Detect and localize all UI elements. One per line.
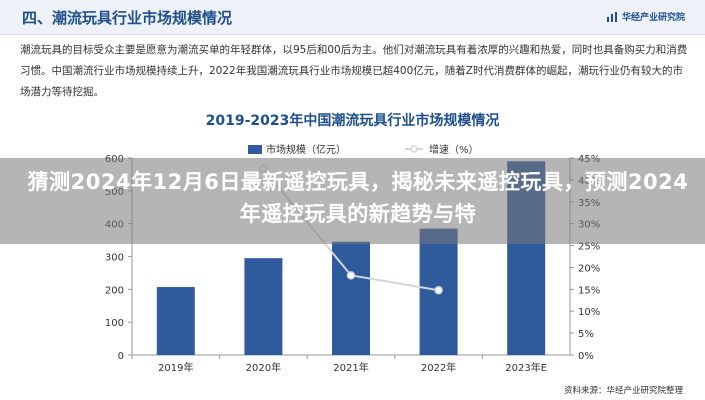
y-right-tick-label: 20% (578, 263, 600, 274)
brand-name: 华经产业研究院 (621, 13, 685, 23)
y-left-tick-label: 200 (105, 285, 124, 296)
y-right-tick-label: 0% (578, 351, 594, 362)
section-header: 四、潮流玩具行业市场规模情况 华经产业研究院 (0, 0, 705, 35)
legend-marker-line (410, 145, 418, 153)
y-right-tick-label: 5% (578, 329, 594, 340)
bar-0 (156, 287, 195, 355)
x-tick-label: 2022年 (421, 361, 456, 374)
legend-label-bar: 市场规模（亿元） (266, 143, 346, 156)
brand-icon (606, 11, 617, 22)
x-tick-label: 2020年 (246, 361, 281, 374)
y-right-tick-label: 25% (578, 242, 600, 253)
y-left-tick-label: 0 (118, 351, 124, 362)
headline-text: 猜测2024年12月6日最新遥控玩具，揭秘未来遥控玩具，预测2024年遥控玩具的… (27, 170, 689, 226)
bar-1 (244, 258, 283, 355)
growth-point-3 (434, 285, 443, 295)
y-left-tick-label: 100 (105, 318, 124, 329)
y-right-tick-label: 15% (578, 285, 600, 296)
brand-logo: 华经产业研究院 (606, 10, 685, 23)
headline-banner (0, 158, 705, 244)
legend-label-line: 增速（%） (429, 143, 479, 156)
growth-point-2 (346, 271, 356, 280)
legend-swatch-bar (248, 145, 262, 154)
y-left-tick-label: 300 (105, 253, 124, 264)
section-title: 四、潮流玩具行业市场规模情况 (22, 9, 233, 27)
x-tick-label: 2021年 (333, 361, 368, 374)
source-note: 资料来源：华经产业研究院整理 (563, 386, 683, 396)
x-tick-label: 2023年E (505, 361, 547, 374)
y-right-tick-label: 10% (578, 307, 600, 318)
x-tick-label: 2019年 (158, 361, 193, 374)
chart-title: 2019-2023年中国潮流玩具行业市场规模情况 (205, 113, 500, 129)
intro-paragraph: 潮流玩具的目标受众主要是愿意为潮流买单的年轻群体，以95后和00后为主。他们对潮… (20, 44, 688, 98)
